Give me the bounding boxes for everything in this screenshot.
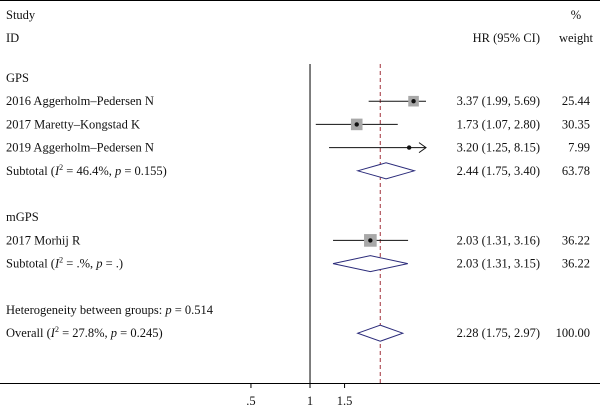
study-label: 2017 Maretty–Kongstad K [6,117,140,131]
subtotal-label: Subtotal (I2 = .%, p = .) [6,256,123,271]
x-tick-label: .5 [246,394,255,408]
group-label: mGPS [6,210,39,224]
i-squared-symbol: I [54,164,60,178]
study-header: Study [6,8,36,22]
hr-ci-value: 2.44 (1.75, 3.40) [457,164,540,178]
point-estimate [411,99,416,104]
p-symbol: p [114,164,121,178]
x-tick-label: 1 [307,394,313,408]
label-prefix: Subtotal ( [6,164,55,178]
weight-value: 100.00 [556,326,590,340]
i-squared-symbol: I [50,326,56,340]
label-suffix: = .) [102,257,123,271]
weight-value: 7.99 [568,141,590,155]
weight-value: 25.44 [562,94,591,108]
x-tick-label: 1.5 [337,394,353,408]
superscript-two: 2 [59,256,63,265]
label-middle: = 46.4%, [63,164,115,178]
p-symbol: p [95,257,102,271]
subtotal-diamond [332,255,408,273]
superscript-two: 2 [59,163,63,172]
hr-ci-value: 1.73 (1.07, 2.80) [457,117,540,131]
label-suffix: = 0.245) [117,326,163,340]
heterogeneity-value: = 0.514 [172,303,214,317]
label-prefix: Subtotal ( [6,257,55,271]
weight-value: 63.78 [562,164,590,178]
hr-ci-value: 2.03 (1.31, 3.15) [457,257,540,271]
p-symbol: p [110,326,117,340]
label-prefix: Overall ( [6,326,51,340]
weight-value: 30.35 [562,117,590,131]
rows-layer: GPS 2016 Aggerholm–Pedersen N 3.37 (1.99, … [6,71,591,340]
hr-ci-value: 2.03 (1.31, 3.16) [457,233,540,247]
subtotal-diamond [355,162,417,180]
i-squared-symbol: I [54,257,60,271]
hr-ci-value: 3.20 (1.25, 8.15) [457,141,540,155]
subtotal-label: Subtotal (I2 = 46.4%, p = 0.155) [6,163,167,178]
study-label: 2016 Aggerholm–Pedersen N [6,94,154,108]
hr-ci-value: 2.28 (1.75, 2.97) [457,326,540,340]
overall-label: Overall (I2 = 27.8%, p = 0.245) [6,325,163,340]
hr-ci-header: HR (95% CI) [473,31,540,45]
weight-header: weight [559,31,594,45]
hr-ci-value: 3.37 (1.99, 5.69) [457,94,540,108]
overall-diamond [356,324,405,342]
study-label: 2017 Morhij R [6,233,81,247]
label-middle: = 27.8%, [59,326,111,340]
id-header: ID [6,31,19,45]
group-label: GPS [6,71,29,85]
point-estimate [368,238,373,243]
x-axis: .5 1 1.5 [246,383,352,408]
label-suffix: = 0.155) [121,164,167,178]
heterogeneity-label: Heterogeneity between groups: p = 0.514 [6,303,214,317]
point-estimate [354,122,359,127]
superscript-two: 2 [55,325,59,334]
point-estimate [406,145,412,150]
p-symbol: p [164,303,171,317]
label-middle: = .%, [63,257,96,271]
ci-arrow [418,142,427,154]
percent-header: % [571,8,581,22]
weight-value: 36.22 [562,257,590,271]
heterogeneity-text: Heterogeneity between groups: [6,303,165,317]
plot-layer [309,64,427,383]
weight-value: 36.22 [562,233,590,247]
study-label: 2019 Aggerholm–Pedersen N [6,141,154,155]
